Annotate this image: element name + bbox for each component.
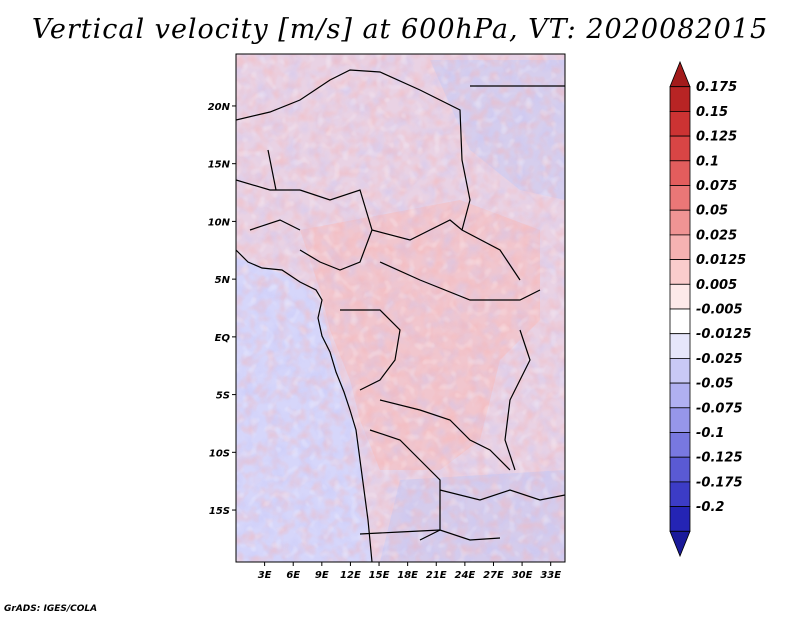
lon-tick-label: 24E [454,570,475,581]
colorbar-label: -0.075 [696,401,743,416]
colorbar-swatch [669,308,691,335]
lat-tick-label: 5S [216,391,230,402]
colorbar-swatch [669,60,691,88]
lat-tick-label: 15N [208,160,231,171]
colorbar: 0.175 0.15 0.125 0.1 0.075 0.05 0.025 0.0125 0.0… [669,60,752,558]
lon-tick-label: 30E [512,570,533,581]
grads-credit: GrADS: IGES/COLA [4,604,98,614]
colorbar-label: -0.025 [696,352,743,367]
colorbar-swatch [669,456,691,483]
colorbar-swatch [669,530,691,558]
colorbar-swatch [669,283,691,310]
lat-tick-label: 5N [215,275,231,286]
colorbar-label: 0.075 [696,179,737,194]
colorbar-label: 0.005 [696,278,737,293]
lat-tick-label: 15S [209,506,230,517]
colorbar-swatch [669,185,691,211]
map-panel [236,54,565,562]
colorbar-label: -0.1 [696,426,724,441]
lon-tick-label: 15E [369,570,390,581]
lat-tick-label: 10N [208,217,231,228]
colorbar-swatch [669,506,691,532]
border-zambia [439,489,565,501]
border-sahel-north [236,69,471,231]
lon-tick-label: 21E [426,570,447,581]
colorbar-label: -0.175 [696,475,743,490]
colorbar-label: 0.125 [696,130,737,145]
lon-tick-label: 6E [286,570,300,581]
lon-tick-label: 18E [397,570,418,581]
border-namibia [359,529,501,541]
colorbar-swatch [669,234,691,260]
colorbar-swatch [669,333,691,359]
colorbar-swatch [669,135,691,162]
white-noise-layer [236,54,565,562]
colorbar-swatch [669,432,691,458]
latitude-axis: 20N 15N 10N 5N EQ 5S 10S 15S [208,102,236,517]
colorbar-swatch [669,209,691,236]
coastline-west [236,249,373,562]
country-borders [236,69,565,562]
colorbar-label: -0.2 [696,500,724,515]
border-drc-south [379,399,511,471]
border-nigeria [299,189,373,271]
lon-tick-label: 12E [340,570,361,581]
colorbar-label: -0.05 [696,377,733,392]
lon-tick-label: 27E [483,570,504,581]
map-frame [235,53,566,563]
colorbar-label: 0.05 [696,204,728,219]
border-angola [369,429,441,541]
border-east-lakes [504,329,531,471]
colorbar-label: -0.125 [696,451,743,466]
lon-tick-label: 3E [258,570,272,581]
longitude-axis: 3E 6E 9E 12E 15E 18E 21E 24E 27E 30E 33E [258,562,561,581]
colorbar-swatch [669,160,691,186]
colorbar-label: 0.15 [696,105,728,120]
map-title: Vertical velocity [m/s] at 600hPa, VT: 2… [31,14,769,45]
border-car [379,261,541,301]
colorbar-swatch [669,407,691,433]
colorbar-swatch [669,111,691,137]
colorbar-label: 0.025 [696,228,737,243]
lat-tick-label: 10S [209,448,230,459]
colorbar-swatch [669,481,691,507]
lat-tick-label: EQ [215,333,231,344]
colorbar-swatch [669,382,691,409]
colorbar-swatch [669,357,691,384]
colorbar-label: 0.175 [696,80,737,95]
border-chad [371,219,521,281]
colorbar-label: 0.1 [696,154,719,169]
colorbar-label: -0.0125 [696,327,752,342]
colorbar-label: 0.0125 [696,253,746,268]
border-west-africa [236,149,301,231]
border-congo [340,309,401,391]
lon-tick-label: 33E [540,570,561,581]
colorbar-swatch [669,86,691,112]
colorbar-label: -0.005 [696,303,743,318]
colorbar-swatch [669,259,691,285]
lon-tick-label: 9E [315,570,329,581]
lat-tick-label: 20N [208,102,231,113]
